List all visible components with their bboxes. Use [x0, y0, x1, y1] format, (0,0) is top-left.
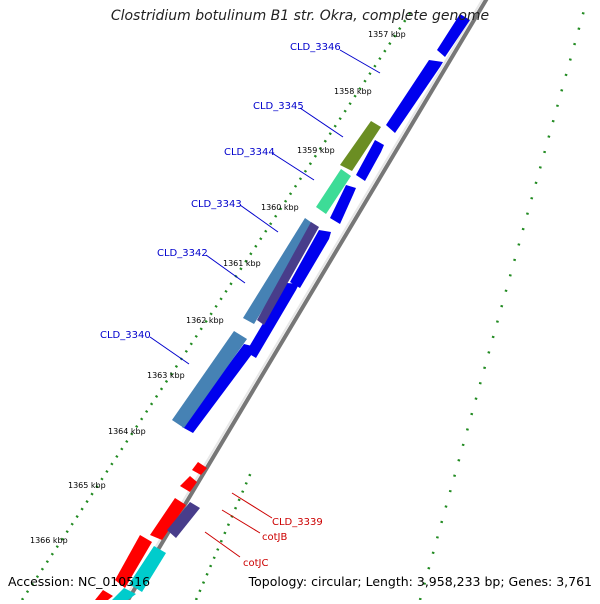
outer-tick-ring — [418, 0, 589, 601]
tick-label: 1357 kbp — [368, 30, 406, 39]
leader-line — [231, 492, 273, 519]
leader-line — [204, 531, 241, 558]
gene-label: CLD_3342 — [157, 248, 208, 259]
map-title: Clostridium botulinum B1 str. Okra, comp… — [110, 8, 490, 24]
gene-label: CLD_3345 — [253, 101, 304, 112]
cds-arrow — [386, 60, 443, 133]
gene-label: CLD_3346 — [290, 42, 341, 53]
inner-track-cds — [172, 121, 381, 428]
tick-label: 1363 kbp — [147, 371, 185, 380]
cds-red — [180, 476, 197, 492]
cds-arrow — [356, 140, 384, 181]
accession-text: Accession: NC_010516 — [8, 574, 151, 589]
genome-summary-text: Topology: circular; Length: 3,958,233 bp… — [248, 574, 592, 589]
reverse-strand-cds — [95, 462, 207, 600]
leader-line — [149, 336, 190, 365]
label-leaders — [149, 49, 381, 558]
tick-label: 1360 kbp — [261, 203, 299, 212]
tick-label: 1366 kbp — [30, 536, 68, 545]
gene-label: cotJB — [262, 532, 287, 543]
cds-arrow — [182, 344, 256, 433]
forward-strand-cds — [182, 14, 470, 433]
cds-slate — [167, 502, 200, 538]
cds-red — [192, 462, 207, 475]
cds-olive — [340, 121, 381, 171]
cds-steelblue — [243, 218, 315, 324]
cds-arrow — [246, 283, 299, 358]
cds-slate — [257, 222, 319, 325]
leader-line — [239, 204, 279, 233]
cds-red — [150, 498, 186, 540]
cds-red — [95, 590, 113, 600]
tick-label: 1358 kbp — [334, 87, 372, 96]
inner-tick-ring — [20, 9, 414, 601]
cds-cyan — [129, 546, 166, 592]
tick-label: 1361 kbp — [223, 259, 261, 268]
reverse-track-ring — [194, 469, 254, 601]
leader-line — [299, 107, 344, 138]
tick-label: 1364 kbp — [108, 427, 146, 436]
genome-backbone — [126, 0, 489, 602]
leader-line — [339, 49, 381, 74]
cds-arrow — [330, 185, 356, 224]
gene-label: CLD_3343 — [191, 199, 242, 210]
leader-line — [271, 152, 315, 181]
genome-backbone-highlight — [123, 0, 484, 601]
gene-label: CLD_3344 — [224, 147, 275, 158]
gene-labels: CLD_3346 CLD_3345 CLD_3344 CLD_3343 CLD_… — [100, 42, 341, 569]
cds-seagreen — [316, 169, 351, 214]
gene-label: cotJC — [243, 558, 268, 569]
gene-label: CLD_3339 — [272, 517, 323, 528]
tick-label: 1362 kbp — [186, 316, 224, 325]
cds-arrow — [290, 230, 331, 288]
tick-label: 1359 kbp — [297, 146, 335, 155]
leader-line — [221, 509, 261, 534]
cds-steelblue-large — [172, 331, 247, 428]
cds-arrow — [437, 14, 470, 57]
leader-line — [205, 254, 246, 284]
kbp-ticks: 1357 kbp 1358 kbp 1359 kbp 1360 kbp 1361… — [30, 30, 406, 545]
cds-cyan — [112, 588, 136, 600]
tick-label: 1365 kbp — [68, 481, 106, 490]
gene-label: CLD_3340 — [100, 330, 151, 341]
cds-red — [115, 535, 152, 588]
